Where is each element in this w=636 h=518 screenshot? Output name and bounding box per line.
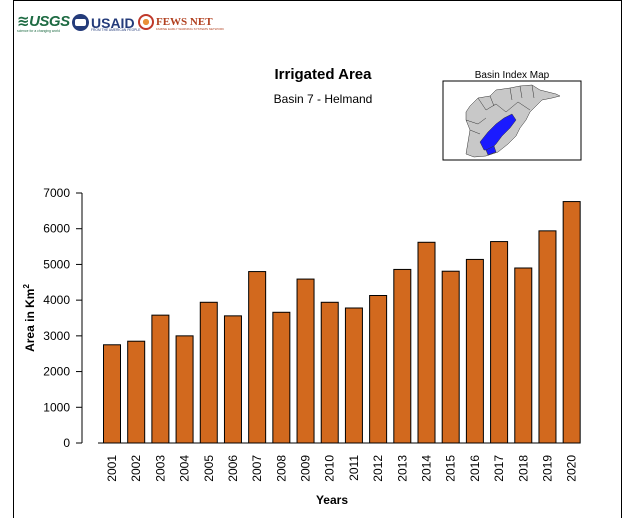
y-tick-label: 7000	[43, 186, 70, 200]
y-tick-label: 4000	[43, 293, 70, 307]
x-tick-label: 2002	[129, 455, 143, 482]
bar-2005	[199, 301, 218, 444]
x-tick-label: 2015	[444, 455, 458, 482]
x-tick-label: 2016	[468, 455, 482, 482]
bar-2003	[151, 314, 170, 444]
bar-2002	[127, 340, 146, 444]
bar-2006	[223, 315, 242, 444]
bar-2007	[248, 271, 267, 444]
chart-subtitle: Basin 7 - Helmand	[274, 92, 373, 106]
y-tick-label: 2000	[43, 365, 70, 379]
y-axis-label-text: Area in Km	[23, 289, 37, 352]
x-tick-label: 2011	[347, 455, 361, 481]
y-tick-label: 5000	[43, 257, 70, 271]
x-tick-label: 2004	[178, 455, 192, 482]
bar-2004	[175, 335, 194, 444]
x-tick-label: 2014	[420, 455, 434, 482]
usaid-tagline: FROM THE AMERICAN PEOPLE	[91, 28, 141, 32]
x-tick-label: 2018	[516, 455, 530, 482]
x-tick-label: 2003	[153, 455, 167, 482]
y-tick-label: 6000	[43, 222, 70, 236]
bar-2009	[296, 278, 315, 444]
x-tick-label: 2020	[565, 455, 579, 482]
usaid-logo: USAID FROM THE AMERICAN PEOPLE	[72, 14, 140, 32]
x-tick-label: 2009	[299, 455, 313, 482]
bar-2013	[393, 268, 412, 444]
fews-net-logo: FEWS NET FAMINE EARLY WARNING SYSTEMS NE…	[138, 14, 224, 31]
chart-bars	[103, 201, 581, 444]
usaid-seal-icon	[72, 14, 89, 31]
bar-2010	[320, 301, 339, 444]
y-tick-label: 3000	[43, 329, 70, 343]
y-axis-label: Area in Km2	[22, 284, 37, 352]
usgs-logo: ≋USGS science for a changing world	[17, 14, 70, 33]
usgs-tagline: science for a changing world	[17, 29, 60, 33]
fews-seal-icon	[138, 14, 154, 30]
y-tick-label: 0	[63, 436, 70, 450]
x-tick-label: 2019	[540, 455, 554, 482]
x-tick-label: 2010	[323, 455, 337, 482]
x-tick-label: 2007	[250, 455, 264, 482]
y-axis-label-superscript: 2	[22, 284, 31, 289]
usgs-wordmark: ≋USGS	[17, 13, 70, 30]
inset-map-title: Basin Index Map	[475, 70, 550, 81]
bar-2014	[417, 241, 436, 444]
x-tick-label: 2005	[202, 455, 216, 482]
bar-2015	[441, 270, 460, 444]
x-axis-label: Years	[316, 493, 348, 507]
x-tick-label: 2006	[226, 455, 240, 482]
bar-2008	[272, 311, 291, 444]
bar-2012	[369, 295, 388, 444]
fews-tagline: FAMINE EARLY WARNING SYSTEMS NETWORK	[156, 27, 225, 31]
bar-2019	[538, 230, 557, 444]
bar-2016	[465, 258, 484, 444]
bar-2018	[514, 267, 533, 444]
bar-2011	[344, 307, 363, 444]
fews-wordmark: FEWS NET	[156, 15, 213, 28]
x-tick-label: 2008	[274, 455, 288, 482]
afghanistan-map-icon	[465, 84, 561, 158]
y-tick-label: 1000	[43, 400, 70, 414]
chart-axes: 0 1000 2000 3000 4000 5000 6000 7000 2001 2002 200…	[43, 186, 580, 482]
x-tick-label: 2012	[371, 455, 385, 482]
bar-2001	[103, 344, 121, 444]
x-tick-label: 2013	[395, 455, 409, 482]
x-tick-label: 2001	[105, 455, 119, 482]
basin-index-map: Basin Index Map	[442, 70, 582, 161]
bar-2017	[490, 241, 509, 444]
usaid-wordmark: USAID	[91, 14, 135, 31]
bar-2020	[562, 201, 581, 444]
x-tick-label: 2017	[492, 455, 506, 482]
chart-title: Irrigated Area	[275, 66, 373, 83]
